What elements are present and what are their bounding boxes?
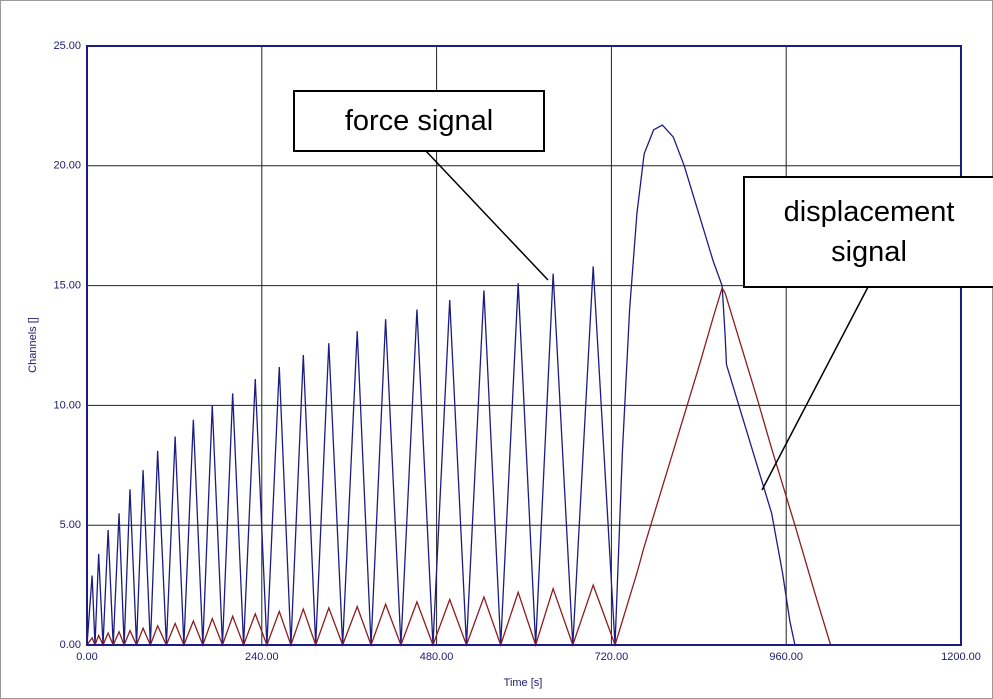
plot-frame xyxy=(86,45,962,646)
pointer xyxy=(761,286,869,491)
x-tick-label: 480.00 xyxy=(420,651,454,663)
y-tick-label: 0.00 xyxy=(60,639,81,651)
pointer xyxy=(424,149,549,281)
x-tick-label: 960.00 xyxy=(769,651,803,663)
annotation: displacement signal xyxy=(743,176,993,288)
data-line xyxy=(86,124,796,646)
x-axis-label: Time [s] xyxy=(504,677,543,689)
y-tick-label: 5.00 xyxy=(60,519,81,531)
x-tick-label: 0.00 xyxy=(76,651,97,663)
y-axis-label: Channels [] xyxy=(27,317,39,373)
annotation: force signal xyxy=(293,90,545,152)
x-tick-label: 1200.00 xyxy=(941,651,981,663)
y-tick-label: 15.00 xyxy=(53,280,81,292)
x-tick-label: 240.00 xyxy=(245,651,279,663)
y-tick-label: 25.00 xyxy=(53,40,81,52)
x-tick-label: 720.00 xyxy=(595,651,629,663)
data-line xyxy=(86,286,832,648)
y-tick-label: 20.00 xyxy=(53,160,81,172)
y-tick-label: 10.00 xyxy=(53,399,81,411)
